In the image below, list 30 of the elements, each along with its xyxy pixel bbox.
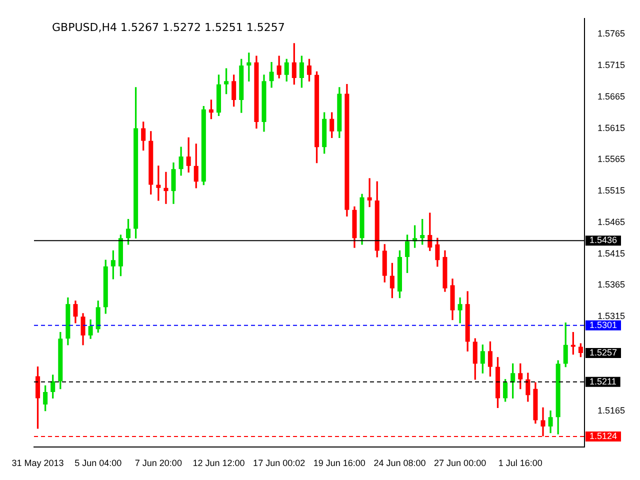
candlestick: [367, 178, 372, 208]
ref-line-label: 1.5301: [589, 320, 618, 330]
y-tick-label: 1.5615: [597, 122, 626, 133]
x-tick-label: 12 Jun 12:00: [192, 458, 245, 468]
ref-line-label: 1.5436: [589, 235, 618, 246]
y-tick-label: 1.5415: [597, 248, 626, 258]
y-tick-label: 1.5765: [597, 28, 626, 39]
candlestick: [540, 407, 546, 436]
y-tick-label: 1.5515: [597, 186, 626, 196]
ref-line-label: 1.5124: [589, 431, 618, 442]
y-tick-label: 1.5315: [597, 311, 626, 322]
y-tick-label: 1.5365: [597, 280, 626, 290]
chart-title: GBPUSD,H4 1.5267 1.5272 1.5251 1.5257: [52, 20, 285, 34]
x-tick-label: 31 May 2013: [12, 458, 64, 468]
x-tick-label: 27 Jun 00:00: [434, 458, 486, 468]
x-tick-label: 5 Jun 04:00: [74, 458, 122, 468]
y-tick-label: 1.5465: [597, 216, 626, 227]
y-tick-label: 1.5565: [597, 154, 626, 164]
text: 1.5257: [589, 348, 618, 358]
x-tick-label: 17 Jun 00:02: [253, 458, 306, 468]
ref-line-label: 1.5211: [589, 376, 616, 386]
candlestick: [164, 172, 168, 204]
x-tick-label: 19 Jun 16:00: [313, 458, 366, 468]
candlestick: [156, 166, 161, 201]
x-tick-label: 1 Jul 16:00: [498, 458, 542, 468]
y-tick-label: 1.5715: [597, 60, 626, 70]
x-tick-label: 7 Jun 20:00: [134, 458, 182, 468]
y-tick-label: 1.5665: [597, 91, 626, 102]
x-tick-label: 24 Jun 08:00: [374, 458, 426, 468]
y-tick-label: 1.5165: [597, 405, 626, 416]
